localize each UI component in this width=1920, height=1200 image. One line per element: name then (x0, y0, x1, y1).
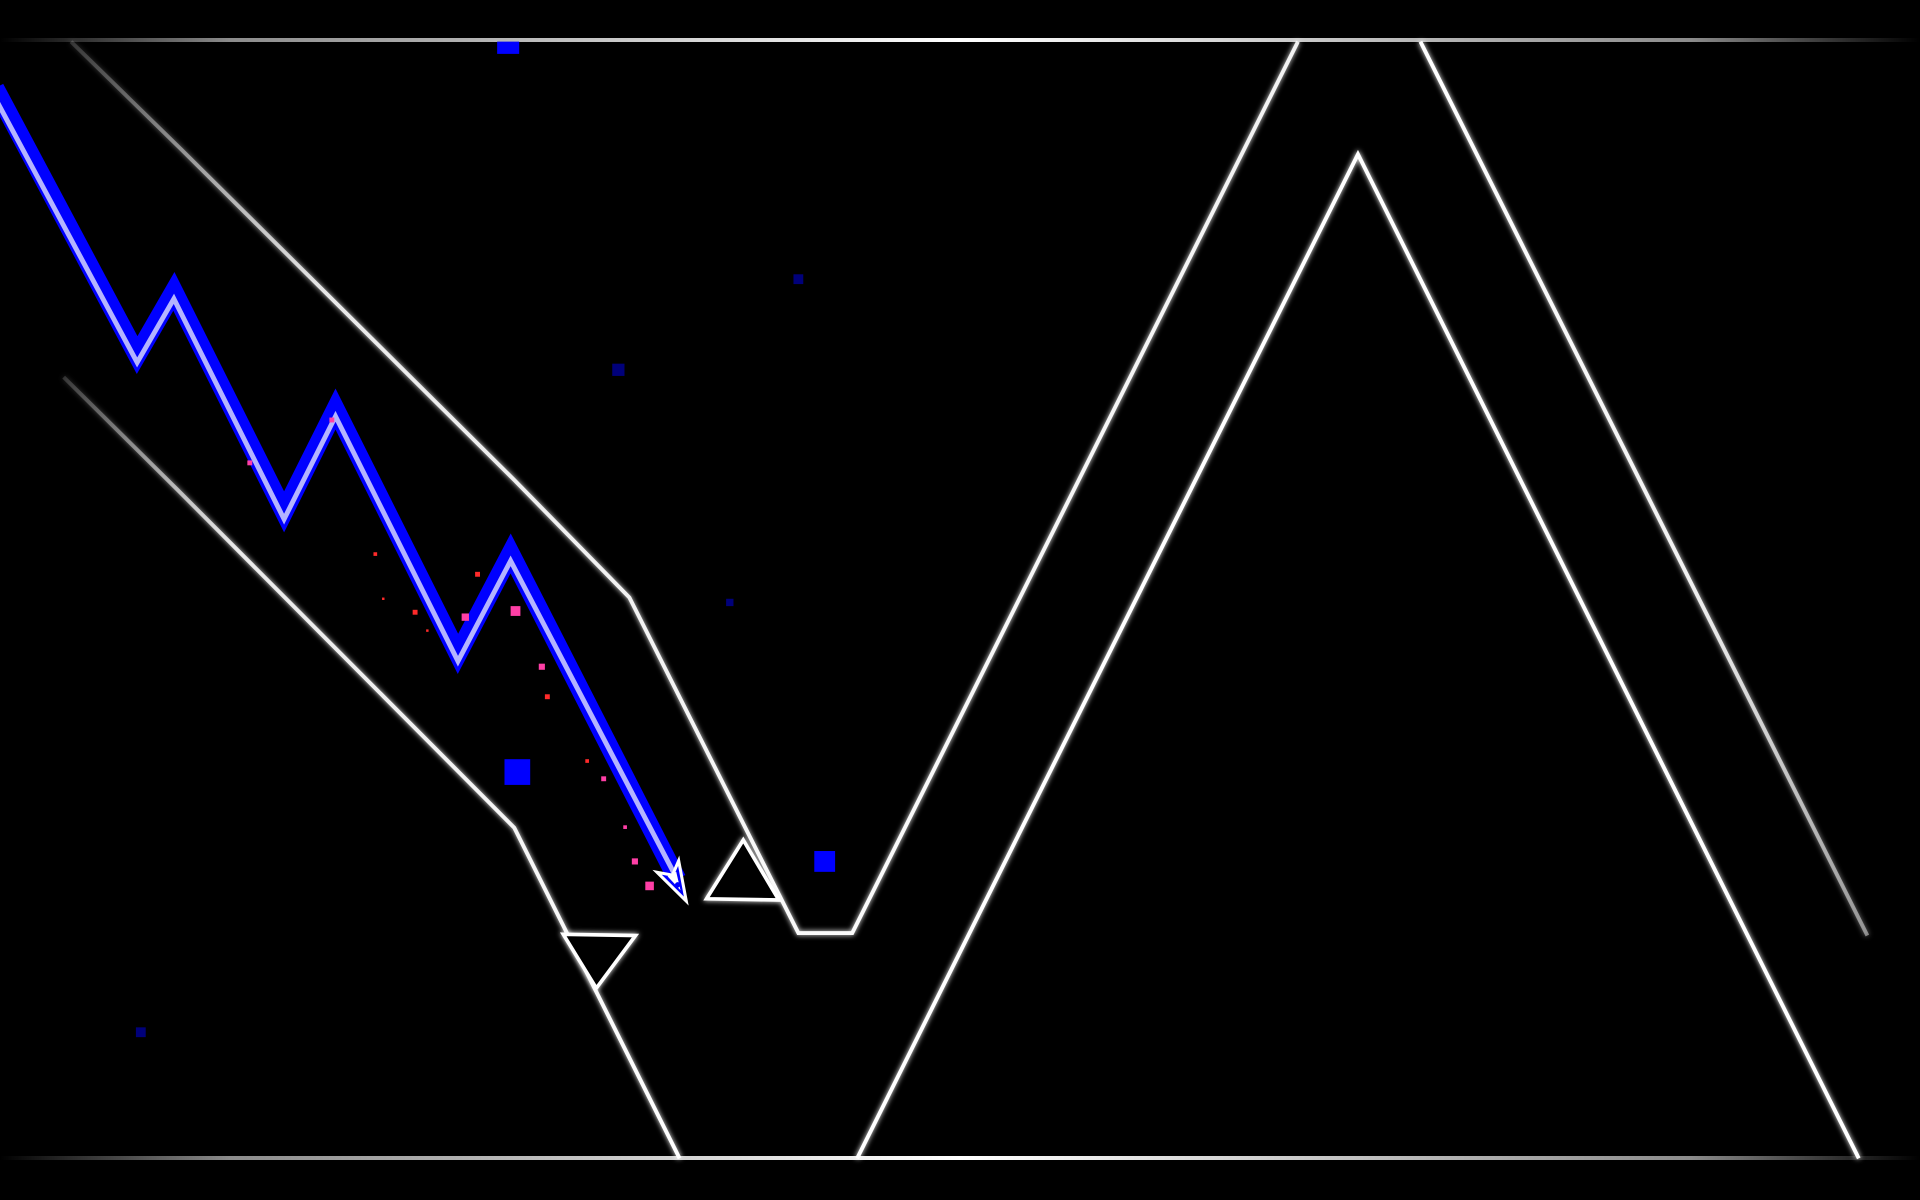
square-particle (726, 598, 734, 607)
particle (631, 858, 638, 865)
central-peak-outline (855, 149, 1861, 1160)
trail-particles (247, 417, 654, 891)
particle (247, 460, 253, 466)
wave-trail (0, 83, 686, 884)
wave-icon (652, 855, 689, 906)
floating-squares (135, 41, 836, 1038)
square-particle (814, 851, 836, 872)
particle (510, 606, 521, 616)
upper-corridor-wall (69, 40, 1300, 936)
particle (475, 571, 480, 577)
particle (623, 825, 627, 829)
particle (544, 694, 550, 700)
particle (645, 881, 654, 891)
hazards (559, 836, 783, 992)
square-particle (793, 274, 804, 285)
particle (585, 759, 589, 763)
particle (538, 663, 545, 670)
right-wall-outline (1418, 40, 1870, 937)
square-particle (497, 41, 520, 54)
particle (412, 609, 418, 615)
lower-corridor-wall (62, 375, 682, 1160)
bottom-boundary-line (0, 1156, 1920, 1160)
particle (373, 552, 378, 556)
player-wave (652, 855, 689, 906)
wave-trail-highlight (0, 101, 680, 881)
top-boundary-line (0, 38, 1920, 42)
square-particle (504, 759, 531, 785)
particle (426, 629, 429, 632)
particle (329, 417, 335, 423)
particle (601, 776, 607, 782)
particle (461, 613, 469, 621)
square-particle (612, 363, 625, 376)
wave-trail-outer (0, 83, 686, 884)
particle (382, 597, 385, 600)
square-particle (135, 1027, 146, 1038)
level-walls (62, 40, 1870, 1160)
spike-hazard-upper (703, 836, 783, 902)
spike-hazard-lower (559, 932, 640, 992)
